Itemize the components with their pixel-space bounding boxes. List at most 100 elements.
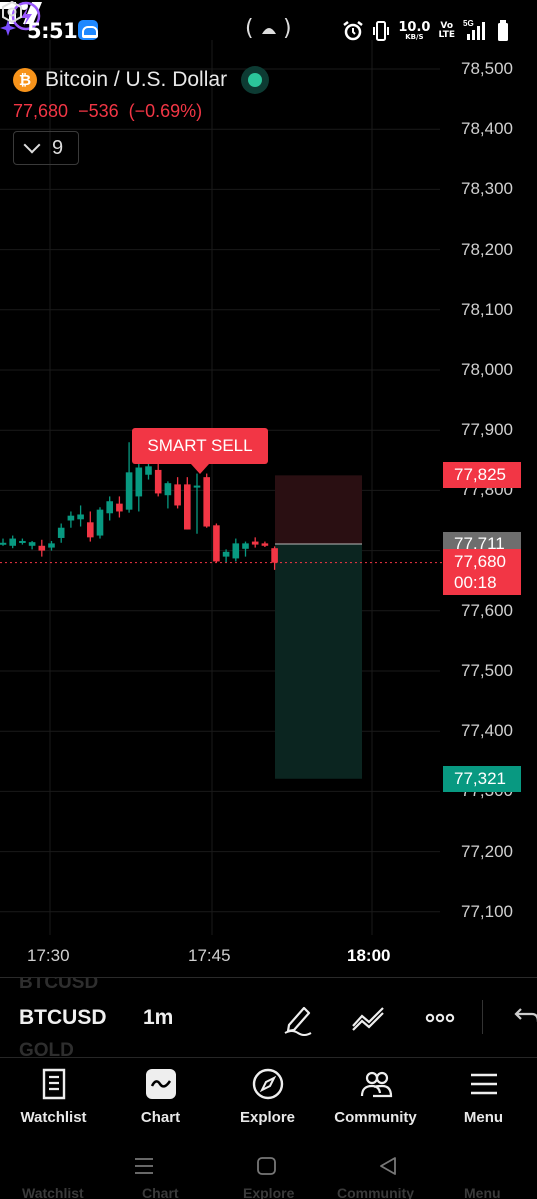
bitcoin-logo-icon: ₿	[13, 68, 37, 92]
more-options-icon[interactable]	[422, 1000, 458, 1036]
price-axis-label: 78,400	[461, 119, 513, 139]
ghost-label: Community	[337, 1185, 414, 1199]
status-bar: 5:51 ( ) 10.0 KB/S Vo LTE 5G	[0, 0, 537, 62]
community-icon	[360, 1071, 392, 1098]
candle-up	[125, 472, 133, 510]
compass-icon	[252, 1068, 283, 1100]
time-axis-label: 17:30	[27, 946, 70, 965]
price-change: −536	[78, 101, 119, 121]
price-axis-label: 78,000	[461, 360, 513, 379]
candle-up	[242, 543, 249, 549]
candle-up	[106, 501, 113, 514]
candle-up	[232, 543, 240, 559]
hotspot-icon	[262, 28, 276, 34]
candle-down	[184, 484, 191, 530]
price-axis-label: 77,100	[461, 901, 513, 921]
candle-up	[77, 514, 84, 520]
bottom-navigation[interactable]: Watchlist Chart Explore Community Menu	[0, 1057, 537, 1139]
nav-explore-label: Explore	[239, 1109, 296, 1126]
take-profit-zone	[275, 543, 362, 779]
market-open-status-icon[interactable]	[241, 66, 270, 94]
chevron-down-icon	[23, 136, 41, 154]
candle-down	[271, 548, 278, 563]
smart-sell-signal-label: SMART SELL	[132, 428, 268, 474]
candle-down	[174, 484, 181, 506]
app-notification-icon	[78, 20, 98, 40]
network-type: 5G	[463, 19, 474, 28]
ghost-label: Explore	[243, 1185, 295, 1199]
candle-up	[145, 466, 152, 475]
system-navigation-bar[interactable]: Watchlist Chart Explore Community Menu	[0, 1139, 537, 1199]
symbol-title-row[interactable]: ₿ Bitcoin / U.S. Dollar	[13, 66, 270, 94]
take-profit-price-tag: 77,321	[443, 765, 521, 792]
hotspot-pill: ( )	[245, 16, 292, 41]
candle-down	[116, 503, 123, 512]
interval-selector[interactable]: 1m	[143, 1006, 174, 1029]
status-time: 5:51	[27, 19, 78, 43]
time-axis-label: 18:00	[347, 946, 391, 965]
price-change-row: 77,680 −536 (−0.69%)	[13, 101, 212, 122]
alarm-icon	[343, 21, 364, 41]
indicators-toggle-button[interactable]: 9	[13, 131, 79, 165]
network-speed: 10.0 KB/S	[398, 19, 431, 41]
nav-community[interactable]: Community	[322, 1058, 429, 1140]
recent-apps-icon[interactable]	[133, 1157, 155, 1175]
candle-up	[67, 515, 75, 521]
indicator-count: 9	[52, 136, 64, 159]
price-axis-label: 78,100	[461, 299, 513, 319]
price-axis-label: 78,500	[461, 59, 513, 78]
price-axis-label: 77,200	[461, 841, 513, 861]
vibrate-icon	[373, 21, 390, 41]
network-speed-value: 10.0	[398, 19, 431, 35]
nav-chart[interactable]: Chart	[107, 1058, 214, 1140]
network-speed-unit: KB/S	[405, 32, 424, 41]
last-price: 77,680	[13, 101, 69, 121]
price-axis-label: 77,400	[461, 721, 513, 741]
chart-canvas[interactable]	[0, 0, 537, 975]
price-axis-label: 77,500	[461, 661, 513, 680]
nav-chart-label: Chart	[140, 1109, 181, 1126]
volte-indicator: Vo LTE	[438, 22, 455, 40]
volte-top: Vo	[440, 21, 454, 31]
candle-down	[261, 543, 269, 546]
candle-up	[9, 538, 16, 546]
watchlist-icon	[42, 1068, 65, 1100]
candle-down	[203, 477, 210, 527]
stop-loss-price-tag: 77,825	[443, 462, 521, 489]
toolbar-divider	[482, 1000, 483, 1034]
home-icon[interactable]	[256, 1156, 278, 1176]
symbol-scroll-ghost: BTCUSD	[19, 977, 99, 993]
candle-up	[57, 527, 65, 538]
candle-down	[87, 522, 94, 538]
chart-icon	[145, 1069, 176, 1099]
undo-icon[interactable]	[508, 1000, 537, 1036]
price-axis-label: 78,200	[461, 239, 513, 259]
status-icons: 10.0 KB/S Vo LTE 5G	[342, 18, 509, 44]
drawing-pen-icon[interactable]	[280, 1000, 316, 1036]
price-axis-label: 77,600	[461, 600, 513, 620]
menu-icon	[470, 1073, 497, 1095]
symbol-toolbar[interactable]: BTCUSD BTCUSD 1m GOLD	[0, 977, 537, 1057]
symbol-title[interactable]: Bitcoin / U.S. Dollar	[45, 68, 228, 91]
chart-settings-icon[interactable]	[0, 0, 24, 24]
candle-up	[222, 551, 230, 557]
chart-area[interactable]: ₿ Bitcoin / U.S. Dollar 77,680 −536 (−0.69…	[0, 0, 537, 975]
candle-up	[19, 540, 26, 543]
nav-explore[interactable]: Explore	[214, 1058, 321, 1140]
bar-countdown: 00:18	[454, 572, 497, 592]
price-axis-label: 77,900	[461, 420, 513, 440]
nav-menu[interactable]: Menu	[430, 1058, 537, 1140]
signal-strength-icon: 5G	[463, 19, 489, 42]
symbol-selector[interactable]: BTCUSD	[19, 1006, 107, 1029]
nav-menu-label: Menu	[463, 1109, 504, 1126]
back-icon[interactable]	[377, 1156, 399, 1176]
candle-up	[96, 509, 104, 536]
price-change-percent: (−0.69%)	[128, 101, 203, 121]
current-price-value: 77,680	[454, 551, 506, 571]
candle-down	[251, 541, 259, 545]
indicators-icon[interactable]	[350, 1000, 386, 1036]
battery-icon	[498, 20, 508, 41]
symbol-scroll-ghost: GOLD	[19, 1040, 74, 1057]
current-price-tag: 77,680 00:18	[443, 548, 521, 595]
nav-watchlist[interactable]: Watchlist	[0, 1058, 107, 1140]
